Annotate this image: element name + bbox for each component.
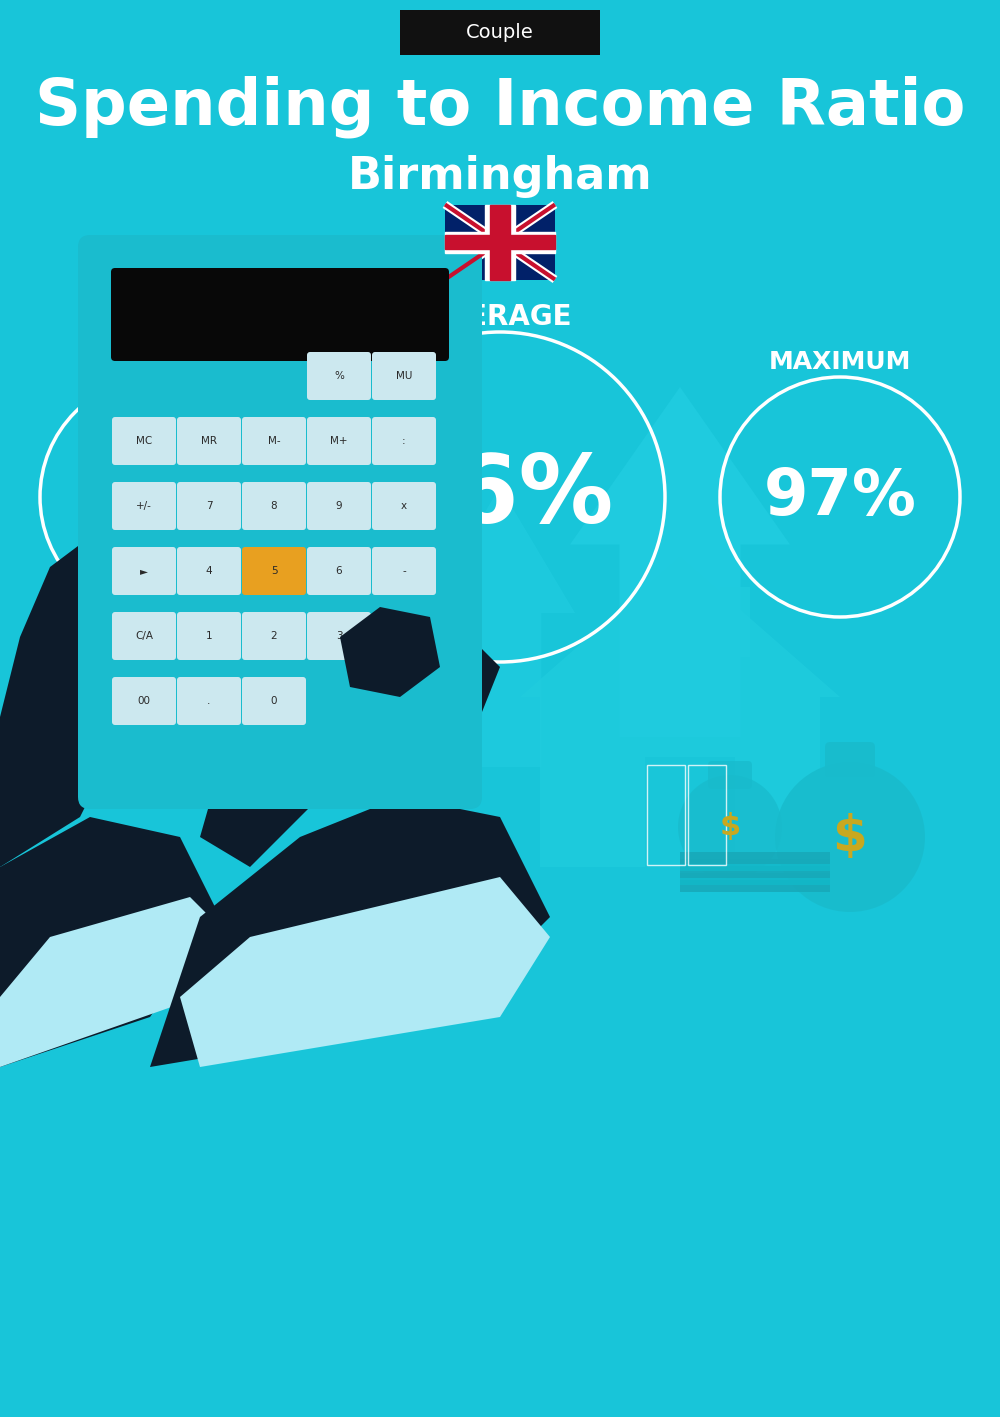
FancyBboxPatch shape <box>112 482 176 530</box>
FancyBboxPatch shape <box>708 761 752 789</box>
Polygon shape <box>180 877 550 1067</box>
Text: 0: 0 <box>271 696 277 706</box>
FancyBboxPatch shape <box>78 235 482 809</box>
FancyBboxPatch shape <box>177 547 241 595</box>
Text: 6: 6 <box>336 565 342 575</box>
Text: Couple: Couple <box>466 23 534 41</box>
Text: M-: M- <box>268 436 280 446</box>
FancyBboxPatch shape <box>680 873 830 886</box>
Polygon shape <box>445 231 555 252</box>
FancyBboxPatch shape <box>307 612 371 660</box>
FancyBboxPatch shape <box>242 482 306 530</box>
FancyBboxPatch shape <box>372 547 436 595</box>
Circle shape <box>775 762 925 913</box>
FancyBboxPatch shape <box>680 852 830 864</box>
FancyBboxPatch shape <box>307 351 371 400</box>
Polygon shape <box>720 587 750 657</box>
Text: Spending to Income Ratio: Spending to Income Ratio <box>35 75 965 139</box>
FancyBboxPatch shape <box>400 10 600 54</box>
FancyBboxPatch shape <box>680 880 830 891</box>
Polygon shape <box>200 616 500 867</box>
Text: MINIMUM: MINIMUM <box>93 350 227 374</box>
FancyBboxPatch shape <box>112 417 176 465</box>
Text: .: . <box>207 696 211 706</box>
FancyBboxPatch shape <box>680 866 830 879</box>
Text: 8: 8 <box>271 502 277 512</box>
FancyBboxPatch shape <box>112 677 176 726</box>
Text: 9: 9 <box>336 502 342 512</box>
FancyBboxPatch shape <box>242 677 306 726</box>
Text: $: $ <box>719 812 741 842</box>
FancyBboxPatch shape <box>645 757 735 867</box>
Polygon shape <box>520 557 840 697</box>
Text: MU: MU <box>396 371 412 381</box>
FancyBboxPatch shape <box>112 612 176 660</box>
Text: ►: ► <box>140 565 148 575</box>
FancyBboxPatch shape <box>177 482 241 530</box>
FancyBboxPatch shape <box>177 417 241 465</box>
Text: 97%: 97% <box>764 466 916 529</box>
Polygon shape <box>150 796 550 1067</box>
FancyBboxPatch shape <box>372 351 436 400</box>
Text: %: % <box>334 371 344 381</box>
Polygon shape <box>445 235 555 249</box>
Polygon shape <box>490 204 510 279</box>
Polygon shape <box>0 537 150 867</box>
FancyBboxPatch shape <box>177 677 241 726</box>
Text: M+: M+ <box>330 436 348 446</box>
Text: C/A: C/A <box>135 631 153 640</box>
FancyBboxPatch shape <box>825 743 875 777</box>
FancyBboxPatch shape <box>307 482 371 530</box>
Text: MAXIMUM: MAXIMUM <box>769 350 911 374</box>
FancyBboxPatch shape <box>445 204 555 279</box>
Text: 5: 5 <box>271 565 277 575</box>
FancyBboxPatch shape <box>242 417 306 465</box>
Circle shape <box>678 775 782 879</box>
Text: 86%: 86% <box>387 451 613 543</box>
FancyBboxPatch shape <box>307 417 371 465</box>
Text: :: : <box>402 436 406 446</box>
FancyBboxPatch shape <box>112 547 176 595</box>
Text: +/-: +/- <box>136 502 152 512</box>
Polygon shape <box>0 818 220 1067</box>
Polygon shape <box>540 697 820 867</box>
Polygon shape <box>425 487 575 767</box>
FancyBboxPatch shape <box>242 547 306 595</box>
Text: 1: 1 <box>206 631 212 640</box>
Text: 7: 7 <box>206 502 212 512</box>
FancyBboxPatch shape <box>372 482 436 530</box>
Text: 4: 4 <box>206 565 212 575</box>
FancyBboxPatch shape <box>680 859 830 871</box>
Text: 2: 2 <box>271 631 277 640</box>
Text: MR: MR <box>201 436 217 446</box>
Text: 77%: 77% <box>84 466 236 529</box>
Text: $: $ <box>833 813 867 862</box>
Text: 00: 00 <box>138 696 150 706</box>
Polygon shape <box>0 897 230 1067</box>
FancyBboxPatch shape <box>372 417 436 465</box>
Polygon shape <box>485 204 515 279</box>
Polygon shape <box>570 387 790 737</box>
Polygon shape <box>340 606 440 697</box>
Text: -: - <box>402 565 406 575</box>
Text: x: x <box>401 502 407 512</box>
FancyBboxPatch shape <box>242 612 306 660</box>
Text: 3: 3 <box>336 631 342 640</box>
Polygon shape <box>300 577 400 796</box>
FancyBboxPatch shape <box>307 547 371 595</box>
FancyBboxPatch shape <box>111 268 449 361</box>
Text: AVERAGE: AVERAGE <box>428 303 572 332</box>
Text: MC: MC <box>136 436 152 446</box>
FancyBboxPatch shape <box>177 612 241 660</box>
Text: Birmingham: Birmingham <box>348 156 652 198</box>
